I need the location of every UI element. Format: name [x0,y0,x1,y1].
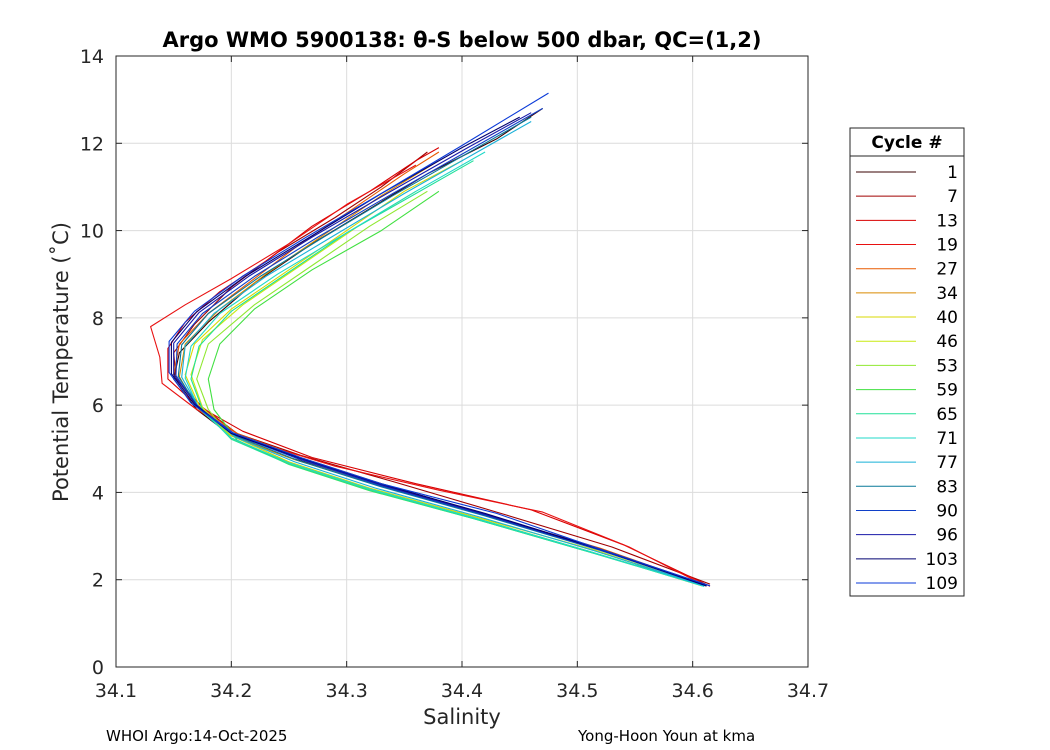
series-line-cycle-90 [175,107,707,587]
y-tick-label: 8 [92,308,104,330]
series-line-cycle-71 [184,151,705,587]
legend-label: 103 [926,550,958,570]
footer-left: WHOI Argo:14-Oct-2025 [106,727,287,745]
series-line-cycle-83 [177,116,707,587]
y-tick-label: 4 [92,482,104,504]
legend-label: 1 [947,163,958,183]
series-group [150,92,711,587]
legend-label: 40 [936,308,958,328]
grid [116,56,808,667]
y-tick-label: 6 [92,395,104,417]
legend-label: 71 [936,429,958,449]
x-tick-label: 34.6 [672,680,714,702]
legend-label: 53 [936,356,958,376]
legend-label: 83 [936,477,958,497]
legend-label: 96 [936,526,958,546]
series-line-cycle-19 [150,164,707,587]
y-tick-label: 14 [80,46,104,68]
footer-right: Yong-Hoon Youn at kma [577,727,755,745]
legend: Cycle # 1 7 13 19 27 34 40 46 53 59 65 71 77 83 90 96 10… [849,127,965,597]
legend-label: 90 [936,501,958,521]
series-line-cycle-77 [181,121,705,587]
legend-label: 109 [926,574,958,594]
legend-label: 59 [936,381,958,401]
series-line-cycle-65 [190,160,705,587]
x-tick-label: 34.7 [787,680,829,702]
series-line-cycle-96 [173,112,707,587]
legend-items: 1 7 13 19 27 34 40 46 53 59 65 71 77 83 90 96 103 109 [856,163,958,594]
x-ticks: 34.1 34.2 34.3 34.4 34.5 34.6 34.7 [95,56,829,702]
legend-label: 34 [936,284,958,304]
series-line-cycle-109 [168,92,711,587]
legend-label: 13 [936,211,958,231]
y-tick-label: 12 [80,133,104,155]
x-tick-label: 34.3 [326,680,368,702]
x-tick-label: 34.4 [441,680,483,702]
y-tick-label: 2 [92,570,104,592]
y-ticks: 0 2 4 6 8 10 12 14 [80,46,808,679]
legend-box [849,127,965,597]
legend-label: 46 [936,332,958,352]
chart-title: Argo WMO 5900138: θ-S below 500 dbar, QC… [163,28,762,52]
x-tick-label: 34.5 [556,680,598,702]
legend-label: 19 [936,236,958,256]
x-tick-label: 34.2 [210,680,252,702]
series-line-cycle-103 [170,116,707,587]
legend-label: 27 [936,260,958,280]
legend-label: 65 [936,405,958,425]
x-axis-label: Salinity [423,705,501,729]
y-tick-label: 0 [92,657,104,679]
y-axis-label: Potential Temperature (˚C) [49,222,73,502]
legend-label: 7 [947,187,958,207]
legend-label: 77 [936,453,958,473]
x-tick-label: 34.1 [95,680,137,702]
legend-title: Cycle # [871,133,942,153]
series-line-cycle-40 [184,160,703,586]
y-tick-label: 10 [80,221,104,243]
